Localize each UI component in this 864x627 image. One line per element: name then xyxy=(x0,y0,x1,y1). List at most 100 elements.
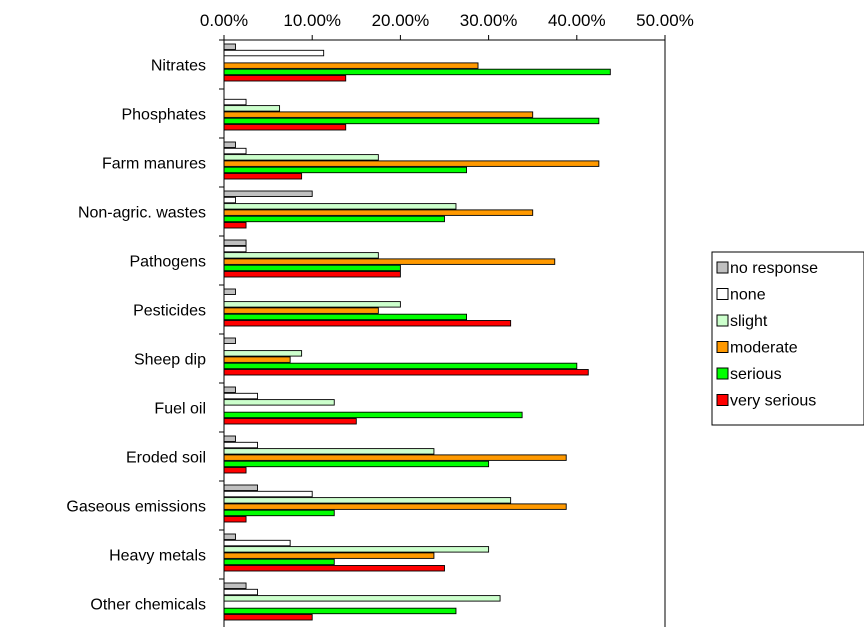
bar-moderate-5 xyxy=(223,307,379,314)
legend-label: moderate xyxy=(730,340,798,357)
legend-swatch-none xyxy=(716,288,729,300)
bar-serious-7 xyxy=(223,411,523,419)
category-label: Farm manures xyxy=(102,156,206,173)
x-tick-label: 30.00% xyxy=(460,11,518,30)
bar-slight-2 xyxy=(223,154,379,161)
bar-no-response-7 xyxy=(223,386,236,393)
bar-moderate-8 xyxy=(223,454,567,461)
bar-very-serious-2 xyxy=(223,173,303,180)
bar-moderate-2 xyxy=(223,160,600,167)
category-labels: Nitrates Phosphates Farm manures Non-agric.… xyxy=(66,58,206,614)
bar-moderate-9 xyxy=(223,503,567,510)
bar-serious-2 xyxy=(223,166,468,174)
bar-very-serious-1 xyxy=(223,124,347,131)
bar-no-response-4 xyxy=(223,239,247,246)
category-label: Heavy metals xyxy=(109,548,206,565)
legend-label: slight xyxy=(730,313,768,330)
legend-swatch-serious xyxy=(716,367,729,380)
bar-none-2 xyxy=(223,147,247,155)
bar-moderate-0 xyxy=(223,62,479,69)
bar-very-serious-10 xyxy=(223,565,445,572)
legend-label: serious xyxy=(730,366,782,383)
category-label: Pathogens xyxy=(129,254,206,271)
bar-none-8 xyxy=(223,441,258,449)
bar-slight-4 xyxy=(223,252,379,259)
bar-none-0 xyxy=(223,49,325,57)
bar-serious-1 xyxy=(223,117,600,125)
bar-very-serious-6 xyxy=(223,369,589,376)
tick-labels: 0.00% 10.00% 20.00% 30.00% 40.00% 50.00% xyxy=(200,11,694,30)
bar-serious-0 xyxy=(223,68,611,76)
bar-very-serious-4 xyxy=(223,271,401,278)
bar-very-serious-0 xyxy=(223,75,347,82)
bar-none-9 xyxy=(223,490,313,498)
legend-swatch-moderate xyxy=(716,341,729,353)
bar-moderate-10 xyxy=(223,552,435,559)
bar-no-response-11 xyxy=(223,582,247,589)
bar-very-serious-9 xyxy=(223,516,247,523)
bar-no-response-10 xyxy=(223,533,236,540)
category-label: Non-agric. wastes xyxy=(78,205,206,222)
x-tick-label: 40.00% xyxy=(548,11,606,30)
legend-swatch-very-serious xyxy=(716,394,729,406)
x-tick-label: 50.00% xyxy=(636,11,694,30)
x-tick-label: 10.00% xyxy=(283,11,341,30)
bar-slight-10 xyxy=(223,546,490,553)
bar-serious-9 xyxy=(223,509,335,517)
bar-none-11 xyxy=(223,588,258,596)
bar-serious-10 xyxy=(223,558,335,566)
bar-none-3 xyxy=(223,196,236,204)
bar-slight-11 xyxy=(223,595,501,602)
bar-slight-5 xyxy=(223,301,401,308)
legend-swatch-slight xyxy=(716,314,729,327)
bar-moderate-1 xyxy=(223,111,534,118)
bar-no-response-3 xyxy=(223,190,313,197)
category-label: Eroded soil xyxy=(126,450,206,467)
axis-layer xyxy=(219,35,666,627)
legend-label: no response xyxy=(730,260,818,277)
bar-no-response-9 xyxy=(223,484,258,491)
bar-slight-9 xyxy=(223,497,512,504)
bar-moderate-6 xyxy=(223,356,291,363)
bar-no-response-0 xyxy=(223,43,236,50)
bar-very-serious-5 xyxy=(223,320,512,327)
bar-very-serious-7 xyxy=(223,418,357,425)
category-label: Gaseous emissions xyxy=(66,499,206,516)
bar-no-response-8 xyxy=(223,435,236,442)
bar-slight-6 xyxy=(223,350,303,357)
legend-label: none xyxy=(730,287,766,304)
bar-very-serious-8 xyxy=(223,467,247,474)
legend-swatch-no-response xyxy=(716,261,729,274)
bar-no-response-5 xyxy=(223,288,236,295)
bar-serious-6 xyxy=(223,362,578,370)
bar-slight-3 xyxy=(223,203,457,210)
bar-none-10 xyxy=(223,539,291,547)
bar-no-response-6 xyxy=(223,337,236,344)
legend: no response none slight moderate serious very… xyxy=(711,251,864,426)
bar-very-serious-11 xyxy=(223,614,313,621)
legend-box xyxy=(711,251,864,426)
category-label: Other chemicals xyxy=(90,597,206,614)
bar-moderate-4 xyxy=(223,258,556,265)
category-label: Pesticides xyxy=(133,303,206,320)
bar-serious-4 xyxy=(223,264,401,272)
x-tick-label: 20.00% xyxy=(372,11,430,30)
bar-serious-11 xyxy=(223,607,457,615)
bar-serious-8 xyxy=(223,460,490,468)
bar-slight-1 xyxy=(223,105,281,112)
bar-none-4 xyxy=(223,245,247,253)
bar-moderate-3 xyxy=(223,209,534,216)
bar-slight-8 xyxy=(223,448,435,455)
category-label: Fuel oil xyxy=(154,401,206,418)
category-label: Nitrates xyxy=(151,58,206,75)
x-tick-label: 0.00% xyxy=(200,11,248,30)
bar-very-serious-3 xyxy=(223,222,247,229)
bar-serious-5 xyxy=(223,313,468,321)
bar-serious-3 xyxy=(223,215,445,223)
category-label: Sheep dip xyxy=(134,352,206,369)
bar-none-1 xyxy=(223,98,247,106)
bars-layer xyxy=(223,43,611,621)
bar-slight-7 xyxy=(223,399,335,406)
legend-label: very serious xyxy=(730,393,816,410)
